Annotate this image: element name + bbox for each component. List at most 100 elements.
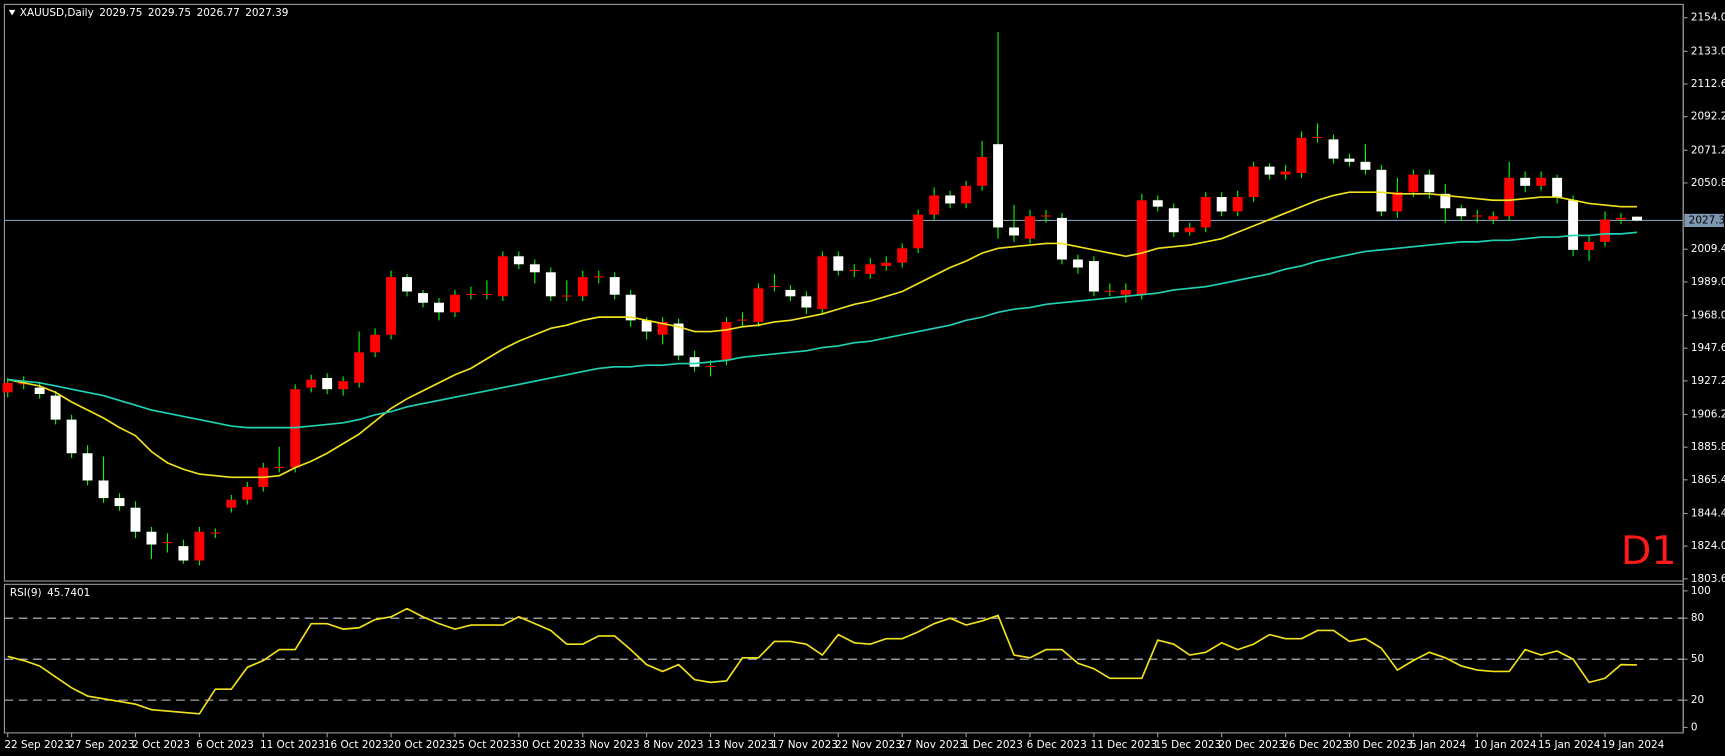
candle-body [1264, 166, 1275, 175]
candle-body [194, 531, 205, 561]
candle-body [865, 264, 876, 274]
x-tick-label: 11 Dec 2023 [1091, 739, 1158, 751]
candle-body [1136, 200, 1147, 295]
x-tick-label: 6 Dec 2023 [1027, 739, 1087, 751]
candle-body [1216, 197, 1227, 212]
y-tick-label: 20 [1691, 694, 1704, 706]
candle-body [66, 419, 77, 454]
candle-body [481, 293, 492, 296]
candle-body [1104, 290, 1115, 292]
y-tick-label: 1824.00 [1691, 540, 1725, 552]
y-tick-label: 2071.20 [1691, 144, 1725, 156]
candle-body [434, 302, 444, 313]
candle-body [1440, 193, 1451, 209]
candle-body [1504, 177, 1515, 217]
candle-body [1616, 217, 1626, 220]
header-close: 2027.39 [245, 7, 288, 19]
y-tick-label: 2133.00 [1691, 45, 1725, 57]
candle-body [833, 256, 844, 271]
y-tick-label: 2154.00 [1691, 12, 1725, 24]
x-tick-label: 20 Dec 2023 [1218, 739, 1285, 751]
y-tick-label: 1927.20 [1691, 375, 1725, 387]
y-tick-label: 1844.40 [1691, 507, 1725, 519]
candle-body [1009, 227, 1019, 236]
candle-body [82, 453, 93, 481]
candle-body [178, 546, 189, 561]
candle-body [1088, 261, 1099, 292]
candle-body [769, 285, 780, 288]
y-tick-label: 2112.60 [1691, 78, 1725, 90]
y-tick-label: 2092.20 [1691, 111, 1725, 123]
candle-body [1456, 208, 1467, 217]
y-tick-label: 1865.40 [1691, 474, 1725, 486]
candle-body [1472, 215, 1483, 217]
candle-body [1536, 177, 1547, 186]
x-tick-label: 22 Sep 2023 [4, 739, 70, 751]
candle-body [210, 532, 221, 534]
rsi-line [7, 607, 1638, 715]
x-tick-label: 3 Nov 2023 [579, 739, 639, 751]
candle-body [1328, 139, 1339, 159]
candle-body [226, 499, 237, 508]
candle-body [1232, 197, 1243, 212]
candle-body [945, 195, 956, 204]
candle-body [881, 262, 892, 266]
candle-body [897, 248, 908, 263]
candle-body [1248, 166, 1259, 198]
candle-body [34, 387, 45, 394]
candle-body [705, 365, 716, 368]
candle-body [354, 352, 365, 383]
y-tick-label: 2050.80 [1691, 177, 1725, 189]
candle-body [721, 321, 732, 361]
candle-body [1184, 227, 1195, 233]
candle-body [146, 531, 157, 545]
header-high: 2029.75 [148, 7, 191, 19]
candle-body [1280, 171, 1291, 175]
candle-body [625, 294, 636, 321]
candle-body [2, 382, 13, 393]
candle-body [1408, 174, 1419, 193]
header-open: 2029.75 [99, 7, 142, 19]
candle-body [1200, 197, 1211, 228]
rsi-header: RSI(9) 45.7401 [10, 587, 90, 599]
candle-body [577, 277, 588, 297]
symbol: XAUUSD,Daily [20, 7, 94, 19]
candle-body [1584, 241, 1595, 250]
candle-body [1552, 177, 1563, 198]
candle-body [673, 323, 684, 356]
x-tick-label: 16 Oct 2023 [324, 739, 389, 751]
candle-body [1041, 215, 1051, 217]
x-tick-label: 13 Nov 2023 [707, 739, 774, 751]
candle-body [1424, 174, 1435, 193]
y-tick-label: 80 [1691, 612, 1704, 624]
rsi-current: 45.7401 [47, 587, 90, 599]
x-tick-label: 1 Dec 2023 [963, 739, 1023, 751]
candle-body [593, 276, 604, 278]
candle-body [322, 377, 333, 390]
candle-body [114, 498, 125, 507]
x-tick-label: 10 Jan 2024 [1474, 739, 1537, 751]
candle-body [1312, 136, 1323, 139]
x-tick-label: 17 Nov 2023 [771, 739, 838, 751]
candle-body [450, 294, 460, 313]
x-tick-label: 11 Oct 2023 [260, 739, 325, 751]
x-tick-label: 30 Dec 2023 [1346, 739, 1413, 751]
x-tick-label: 20 Oct 2023 [388, 739, 453, 751]
candle-body [98, 480, 109, 499]
candle-body [817, 256, 828, 310]
candle-body [370, 334, 381, 353]
candle-body [418, 293, 428, 303]
candle-body [977, 157, 988, 186]
candle-body [801, 296, 812, 308]
candle-body [1520, 177, 1531, 186]
candle-body [1072, 259, 1083, 268]
candle-body [929, 195, 940, 215]
candle-body [402, 277, 412, 292]
candle-body [130, 507, 141, 532]
y-tick-label: 1989.00 [1691, 276, 1725, 288]
candle-body [1296, 137, 1307, 174]
y-tick-label: 0 [1691, 721, 1698, 733]
timeframe-watermark: D1 [1621, 528, 1677, 574]
y-tick-label: 2009.40 [1691, 243, 1725, 255]
